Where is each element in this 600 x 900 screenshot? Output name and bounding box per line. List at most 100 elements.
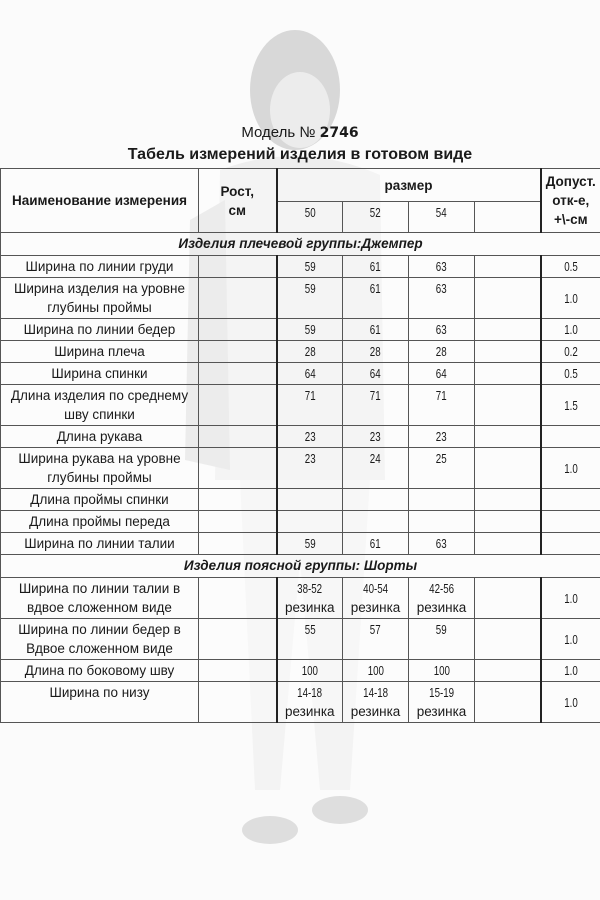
size-value: [473, 532, 542, 555]
size-value: 24: [342, 447, 409, 489]
table-row: Ширина спинки 64 64 64 0.5: [0, 362, 600, 385]
size-value: 40-54 резинка: [342, 577, 409, 619]
size-chart-table: Наименование измерения Рост, см размер Д…: [0, 168, 600, 723]
size-value: 23: [276, 425, 343, 448]
header-height: Рост, см: [198, 168, 278, 233]
size-value: [342, 510, 409, 533]
size-value: 38-52 резинка: [276, 577, 343, 619]
size-value: 59: [276, 532, 343, 555]
tolerance-value: 1.0: [540, 277, 600, 319]
table-row: Длина проймы переда: [0, 510, 600, 533]
cell-value: 1.0: [564, 460, 578, 476]
size-value: [473, 659, 542, 682]
size-value: 42-56 резинка: [408, 577, 475, 619]
cell-value: 24: [370, 451, 381, 466]
size-value: 71: [408, 384, 475, 426]
cell-value: 63: [436, 281, 447, 296]
size-value: [473, 447, 542, 489]
measurement-name: Ширина по низу: [0, 681, 199, 723]
size-value: 71: [276, 384, 343, 426]
tolerance-value: [540, 425, 600, 448]
cell-value: 61: [370, 281, 381, 296]
height-cell: [198, 659, 278, 682]
table-row: Ширина по низу 14-18 резинка 14-18 резинка 15…: [0, 681, 600, 723]
cell-value: 100: [433, 663, 450, 678]
table-row: Длина изделия по среднему шву спинки 71 71…: [0, 384, 600, 426]
size-value: 14-18 резинка: [342, 681, 409, 723]
table-row: Ширина плеча 28 28 28 0.2: [0, 340, 600, 363]
size-value: 64: [408, 362, 475, 385]
size-value: 59: [276, 277, 343, 319]
height-cell: [198, 277, 278, 319]
cell-value: 55: [304, 622, 316, 637]
section-header: Изделия плечевой группы:Джемпер: [0, 232, 600, 256]
header-size: размер: [275, 168, 542, 202]
measurement-name: Ширина по линии талии в вдвое сложенном …: [0, 577, 199, 619]
tolerance-value: 1.0: [540, 577, 600, 619]
tolerance-value: [540, 510, 600, 533]
size-value: 28: [408, 340, 475, 363]
cell-value: 1.0: [564, 322, 578, 337]
size-value: 64: [342, 362, 409, 385]
cell-value: 100: [301, 663, 318, 678]
cell-value: 0.5: [564, 259, 578, 274]
cell-value: 0.2: [564, 344, 578, 359]
height-cell: [198, 340, 278, 363]
size-value: [473, 362, 542, 385]
cell-value: 23: [436, 429, 447, 444]
page-title: Табель измерений изделия в готовом виде: [127, 146, 473, 163]
size-value: [473, 384, 542, 426]
size-value: 28: [276, 340, 343, 363]
size-54: 54: [408, 201, 475, 233]
table-row: Ширина по линии груди 59 61 63 0.5: [0, 255, 600, 278]
tolerance-value: 1.5: [540, 384, 600, 426]
cell-value: 63: [436, 536, 447, 551]
size-value: 63: [408, 277, 475, 319]
measurement-name: Длина по боковому шву: [0, 659, 199, 682]
cell-value: 23: [370, 429, 381, 444]
cell-value: 28: [370, 344, 381, 359]
cell-value: 59: [304, 536, 316, 551]
table-row: Длина проймы спинки: [0, 488, 600, 511]
size-value: [276, 488, 343, 511]
size-value: 55: [276, 618, 343, 660]
cell-value: 64: [436, 366, 447, 381]
size-value: 23: [276, 447, 343, 489]
tolerance-value: 1.0: [540, 618, 600, 660]
size-value: 100: [342, 659, 409, 682]
size-value: 100: [408, 659, 475, 682]
size-52: 52: [342, 201, 409, 233]
cell-value: 1.0: [564, 663, 578, 678]
height-cell: [198, 681, 278, 723]
header-tolerance: Допуст. отк-е, +\-см: [540, 168, 600, 233]
size-value: 14-18 резинка: [276, 681, 343, 723]
cell-value: 59: [304, 259, 316, 274]
size-value: [473, 510, 542, 533]
height-cell: [198, 510, 278, 533]
height-cell: [198, 488, 278, 511]
size-value: 61: [342, 532, 409, 555]
size-value: 59: [276, 318, 343, 341]
cell-value: 23: [304, 429, 316, 444]
measurement-name: Ширина рукава на уровне глубины проймы: [0, 447, 199, 489]
height-cell: [198, 447, 278, 489]
cell-value: 61: [370, 259, 381, 274]
table-row: Ширина рукава на уровне глубины проймы 23…: [0, 447, 600, 489]
size-value: 59: [408, 618, 475, 660]
cell-value: 23: [304, 451, 316, 466]
model-label: Модель № 2746: [241, 124, 359, 141]
size-value: [408, 488, 475, 511]
size-value: 61: [342, 255, 409, 278]
size-value: [473, 340, 542, 363]
size-value: 61: [342, 318, 409, 341]
height-cell: [198, 577, 278, 619]
size-value: 25: [408, 447, 475, 489]
size-value: 63: [408, 532, 475, 555]
size-value: 28: [342, 340, 409, 363]
cell-value: 1.0: [564, 631, 578, 647]
cell-value: 71: [304, 388, 316, 403]
cell-value: 25: [436, 451, 447, 466]
cell-value: 28: [304, 344, 316, 359]
table-row: Ширина по линии талии в вдвое сложенном …: [0, 577, 600, 619]
table-row: Ширина изделия на уровне глубины проймы 5…: [0, 277, 600, 319]
